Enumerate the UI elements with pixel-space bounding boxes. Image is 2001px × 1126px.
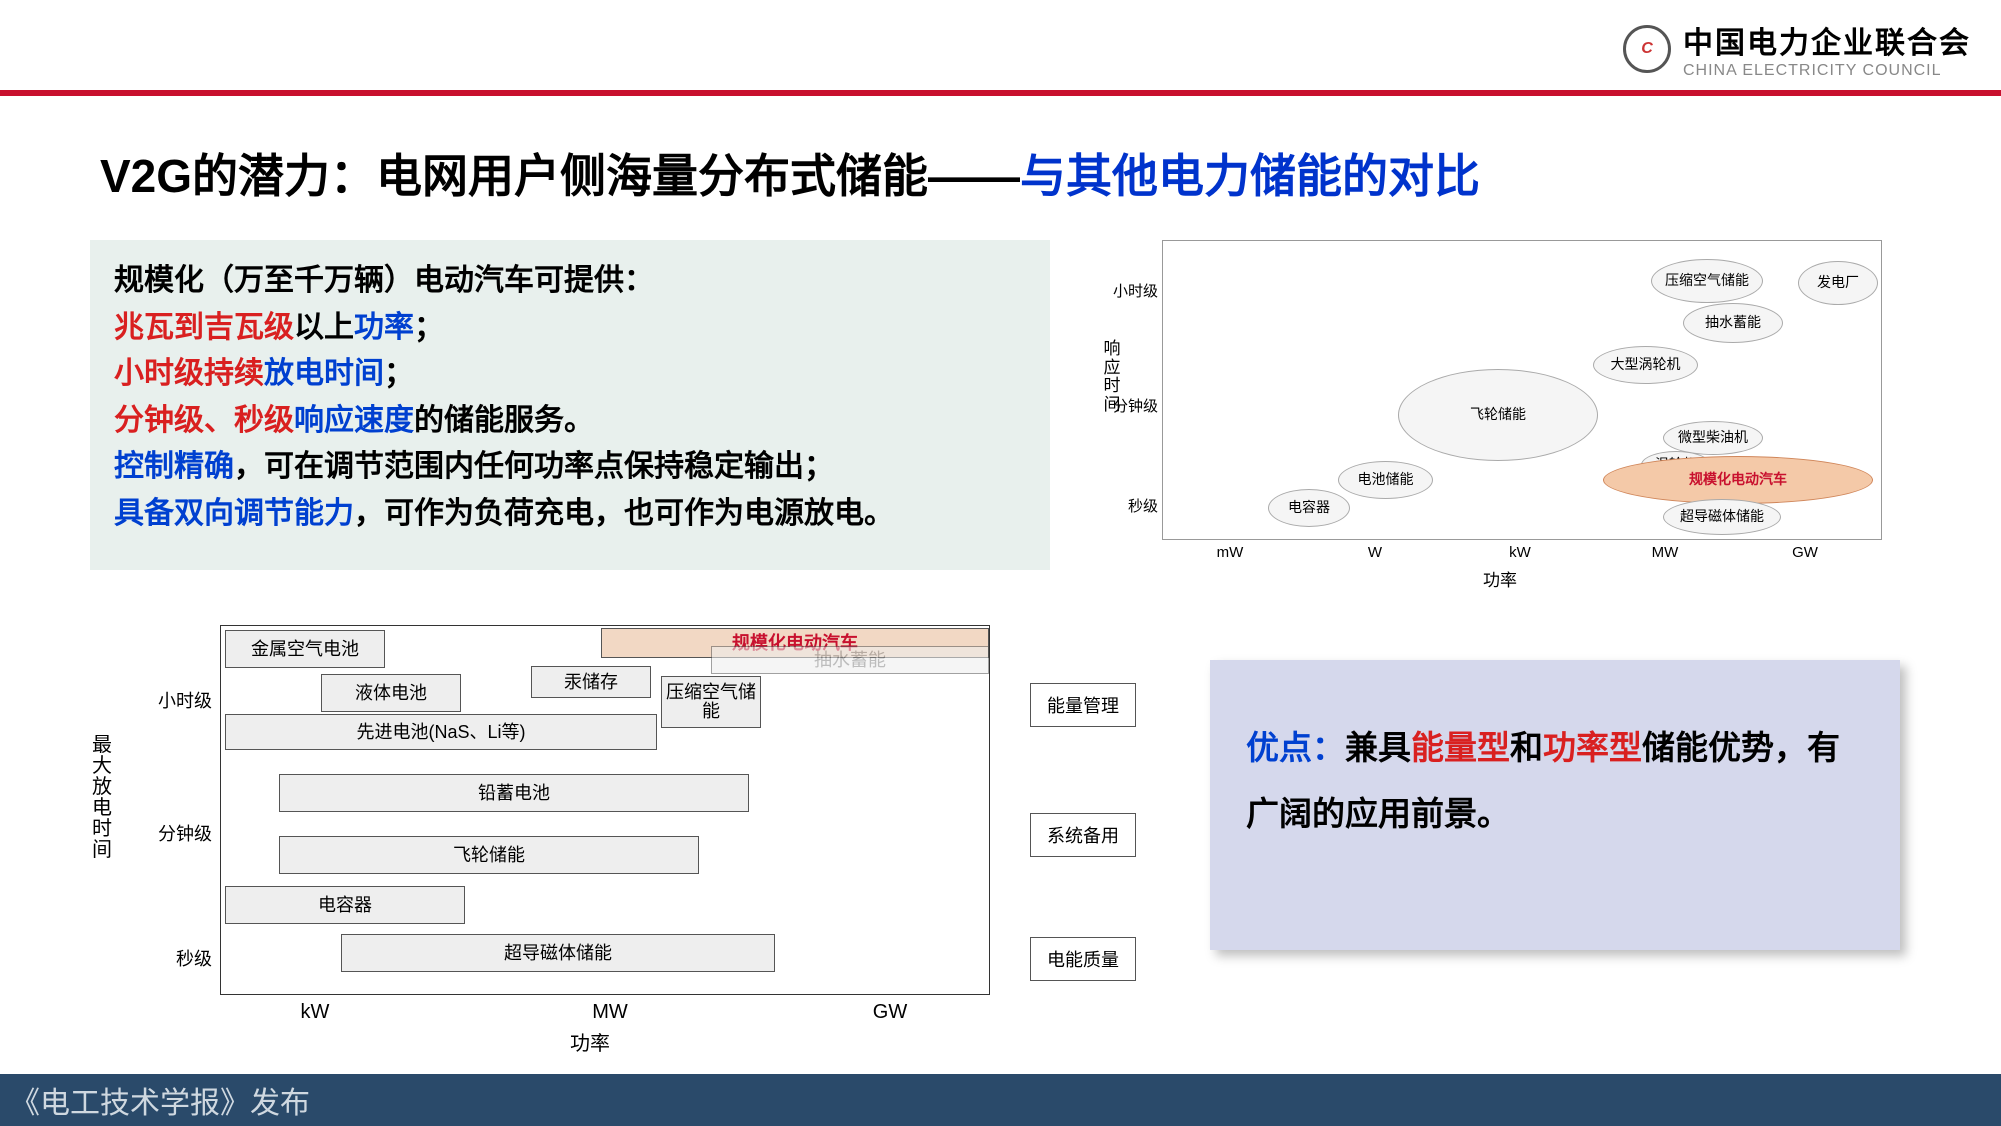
advantage-label: 优点： <box>1246 729 1345 766</box>
text-red: 兆瓦到吉瓦级 <box>114 311 294 344</box>
header-divider <box>0 90 2001 96</box>
storage-bar: 金属空气电池 <box>225 630 385 668</box>
text-tail: ； <box>414 311 444 344</box>
logo-en: CHINA ELECTRICITY COUNCIL <box>1683 62 1971 80</box>
chart2-xtick: GW <box>873 1001 907 1024</box>
chart1-ytick: 小时级 <box>1112 280 1158 301</box>
summary-line-2: 兆瓦到吉瓦级以上功率； <box>114 305 1026 352</box>
chart2-ylabel: 最大放电时间 <box>90 735 114 861</box>
summary-line-4: 分钟级、秒级响应速度的储能服务。 <box>114 398 1026 445</box>
storage-bubble: 电池储能 <box>1338 461 1433 499</box>
storage-bar: 铅蓄电池 <box>279 774 749 812</box>
text-black: 的储能服务。 <box>414 404 594 437</box>
chart1-ytick: 分钟级 <box>1112 395 1158 416</box>
advantage-box: 优点：兼具能量型和功率型储能优势，有广阔的应用前景。 <box>1210 660 1900 950</box>
text-blue: 响应速度 <box>294 404 414 437</box>
title-part-2: 与其他电力储能的对比 <box>1020 150 1480 202</box>
chart1-xtick: W <box>1368 544 1382 561</box>
chart1-xtick: kW <box>1509 544 1531 561</box>
summary-line-1: 规模化（万至千万辆）电动汽车可提供： <box>114 258 1026 305</box>
storage-bar: 电容器 <box>225 886 465 924</box>
storage-bubble: 压缩空气储能 <box>1651 259 1763 303</box>
text-blue: 放电时间 <box>264 357 384 390</box>
title-part-1: V2G的潜力：电网用户侧海量分布式储能—— <box>100 150 1020 202</box>
chart2-ytick: 分钟级 <box>126 820 212 846</box>
chart2-frame: 规模化电动汽车抽水蓄能金属空气电池汞储存液体电池压缩空气储能先进电池(NaS、L… <box>220 625 990 995</box>
text-black: ，可在调节范围内任何功率点保持稳定输出； <box>234 450 834 483</box>
chart1-xtick: mW <box>1217 544 1244 561</box>
summary-line-3: 小时级持续放电时间； <box>114 351 1026 398</box>
chart1-xtick: GW <box>1792 544 1818 561</box>
storage-bubble: 超导磁体储能 <box>1663 499 1781 535</box>
chart1-xtick: MW <box>1652 544 1679 561</box>
summary-line-5: 控制精确，可在调节范围内任何功率点保持稳定输出； <box>114 444 1026 491</box>
text-black: ，可作为负荷充电，也可作为电源放电。 <box>354 497 894 530</box>
text-blue: 具备双向调节能力 <box>114 497 354 530</box>
storage-bar: 压缩空气储能 <box>661 676 761 728</box>
storage-bar: 先进电池(NaS、Li等) <box>225 714 657 750</box>
advantage-red-2: 功率型 <box>1543 729 1642 766</box>
response-time-chart: 压缩空气储能发电厂抽水蓄能大型涡轮机飞轮储能微型柴油机涡轮机电池储能规模化电动汽… <box>1100 240 1900 570</box>
storage-bar: 飞轮储能 <box>279 836 699 874</box>
advantage-text-2: 和 <box>1510 729 1543 766</box>
storage-bubble: 电容器 <box>1268 489 1350 527</box>
text-tail: ； <box>384 357 414 390</box>
text-red: 分钟级、秒级 <box>114 404 294 437</box>
logo-icon: C <box>1623 25 1671 73</box>
storage-bubble: 飞轮储能 <box>1398 369 1598 461</box>
storage-bar: 汞储存 <box>531 666 651 698</box>
category-box: 电能质量 <box>1030 937 1136 981</box>
storage-bubble: 发电厂 <box>1798 261 1878 305</box>
text-blue: 控制精确 <box>114 450 234 483</box>
chart1-ytick: 秒级 <box>1112 495 1158 516</box>
chart2-ytick: 秒级 <box>126 945 212 971</box>
chart2-ytick: 小时级 <box>126 687 212 713</box>
discharge-time-chart: 规模化电动汽车抽水蓄能金属空气电池汞储存液体电池压缩空气储能先进电池(NaS、L… <box>90 625 1170 1025</box>
summary-box: 规模化（万至千万辆）电动汽车可提供： 兆瓦到吉瓦级以上功率； 小时级持续放电时间… <box>90 240 1050 570</box>
header: C 中国电力企业联合会 CHINA ELECTRICITY COUNCIL <box>0 0 2001 90</box>
storage-bubble: 规模化电动汽车 <box>1603 456 1873 504</box>
summary-line-6: 具备双向调节能力，可作为负荷充电，也可作为电源放电。 <box>114 491 1026 538</box>
text-black: 以上 <box>294 311 354 344</box>
chart2-xtick: kW <box>301 1001 330 1024</box>
advantage-red-1: 能量型 <box>1411 729 1510 766</box>
text-red: 小时级持续 <box>114 357 264 390</box>
storage-bubble: 大型涡轮机 <box>1593 346 1698 384</box>
storage-bar: 抽水蓄能 <box>711 646 989 674</box>
chart2-xlabel: 功率 <box>570 1027 610 1056</box>
storage-bar: 超导磁体储能 <box>341 934 775 972</box>
chart1-xlabel: 功率 <box>1483 566 1517 591</box>
text-blue: 功率 <box>354 311 414 344</box>
chart2-xtick: MW <box>592 1001 628 1024</box>
storage-bubble: 抽水蓄能 <box>1683 303 1783 343</box>
chart1-frame: 压缩空气储能发电厂抽水蓄能大型涡轮机飞轮储能微型柴油机涡轮机电池储能规模化电动汽… <box>1162 240 1882 540</box>
category-box: 系统备用 <box>1030 813 1136 857</box>
storage-bar: 液体电池 <box>321 674 461 712</box>
logo-cn: 中国电力企业联合会 <box>1683 18 1971 62</box>
storage-bubble: 微型柴油机 <box>1663 421 1763 455</box>
footer: 《电工技术学报》发布 <box>0 1074 2001 1126</box>
logo-area: C 中国电力企业联合会 CHINA ELECTRICITY COUNCIL <box>1623 18 1971 80</box>
advantage-text-1: 兼具 <box>1345 729 1411 766</box>
page-title: V2G的潜力：电网用户侧海量分布式储能——与其他电力储能的对比 <box>100 140 1480 206</box>
category-box: 能量管理 <box>1030 683 1136 727</box>
logo-text: 中国电力企业联合会 CHINA ELECTRICITY COUNCIL <box>1683 18 1971 80</box>
